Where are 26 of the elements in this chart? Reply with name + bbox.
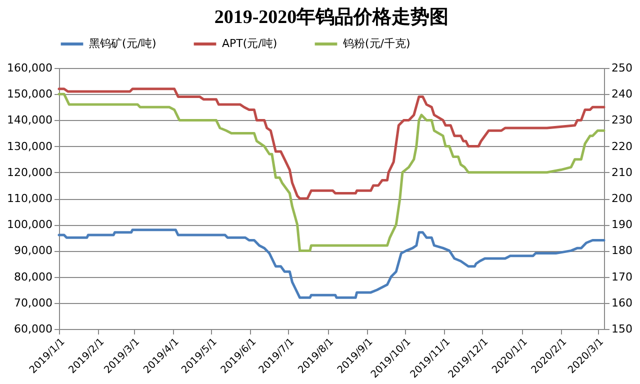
y2-tick-label: 230 bbox=[612, 114, 632, 127]
y-tick-label: 130,000 bbox=[7, 140, 52, 153]
y2-tick-label: 190 bbox=[612, 218, 632, 232]
y2-tick-label: 160 bbox=[612, 296, 632, 310]
y-tick-label: 150,000 bbox=[7, 88, 52, 101]
y-tick-label: 90,000 bbox=[14, 244, 52, 258]
y2-tick-label: 150 bbox=[612, 322, 632, 336]
legend-label: APT(元/吨) bbox=[222, 37, 278, 50]
y-tick-label: 140,000 bbox=[7, 114, 52, 127]
y2-tick-label: 210 bbox=[612, 166, 632, 179]
y2-tick-label: 240 bbox=[612, 88, 632, 101]
y-tick-label: 80,000 bbox=[14, 270, 52, 284]
y-tick-label: 60,000 bbox=[14, 322, 52, 336]
y-tick-label: 100,000 bbox=[7, 218, 52, 232]
y2-tick-label: 220 bbox=[612, 140, 632, 153]
y2-tick-label: 170 bbox=[612, 270, 632, 284]
chart-title: 2019-2020年钨品价格走势图 bbox=[214, 6, 449, 28]
legend-label: 黑钨矿(元/吨) bbox=[89, 37, 156, 50]
y2-tick-label: 200 bbox=[612, 192, 632, 205]
legend-label: 钨粉(元/千克) bbox=[342, 37, 410, 50]
y-tick-label: 120,000 bbox=[7, 166, 52, 179]
y2-tick-label: 180 bbox=[612, 244, 632, 258]
y-tick-label: 70,000 bbox=[14, 296, 52, 310]
y-tick-label: 160,000 bbox=[7, 62, 52, 74]
y-tick-label: 110,000 bbox=[7, 192, 52, 205]
y2-tick-label: 250 bbox=[612, 62, 632, 74]
